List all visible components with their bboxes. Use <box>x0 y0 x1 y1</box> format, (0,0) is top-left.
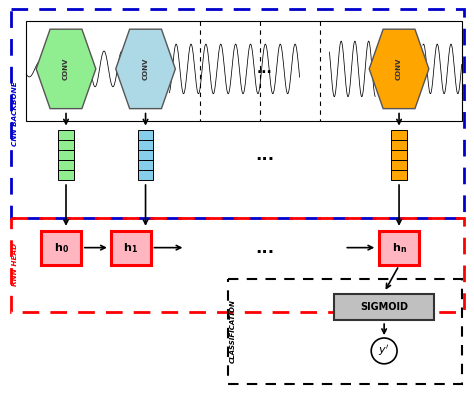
Bar <box>58 170 74 180</box>
Bar <box>111 231 151 264</box>
Text: CONV: CONV <box>396 58 402 80</box>
Bar <box>58 151 74 160</box>
Bar <box>58 140 74 151</box>
Bar <box>26 21 462 121</box>
Text: CONV: CONV <box>63 58 69 80</box>
Bar <box>335 294 434 320</box>
Polygon shape <box>369 29 429 108</box>
Bar <box>379 231 419 264</box>
Bar <box>228 279 462 384</box>
Text: $\mathbf{h_1}$: $\mathbf{h_1}$ <box>123 241 138 255</box>
Bar <box>137 170 154 180</box>
Bar <box>137 160 154 170</box>
Bar <box>11 9 464 218</box>
Bar <box>41 231 81 264</box>
Polygon shape <box>116 29 175 108</box>
Bar <box>391 151 407 160</box>
Bar <box>137 140 154 151</box>
Text: CLASSIFICATION: CLASSIFICATION <box>230 299 236 363</box>
Bar <box>391 170 407 180</box>
Bar <box>58 130 74 140</box>
Polygon shape <box>36 29 96 108</box>
Bar <box>391 160 407 170</box>
Text: ...: ... <box>255 239 274 257</box>
Bar <box>391 140 407 151</box>
Text: $\mathbf{h_n}$: $\mathbf{h_n}$ <box>392 241 407 255</box>
Bar <box>137 151 154 160</box>
Bar <box>391 130 407 140</box>
Bar <box>11 218 464 312</box>
Text: SIGMOID: SIGMOID <box>360 302 408 312</box>
Text: CNN BACKBONE: CNN BACKBONE <box>12 81 18 146</box>
Bar <box>137 130 154 140</box>
Text: CONV: CONV <box>143 58 148 80</box>
Bar <box>58 160 74 170</box>
Text: $y'$: $y'$ <box>378 343 390 358</box>
Text: ...: ... <box>255 146 274 164</box>
Text: RNN HEAD: RNN HEAD <box>12 243 18 286</box>
Text: $\mathbf{h_0}$: $\mathbf{h_0}$ <box>54 241 69 255</box>
Text: ...: ... <box>257 62 273 76</box>
Circle shape <box>371 338 397 364</box>
